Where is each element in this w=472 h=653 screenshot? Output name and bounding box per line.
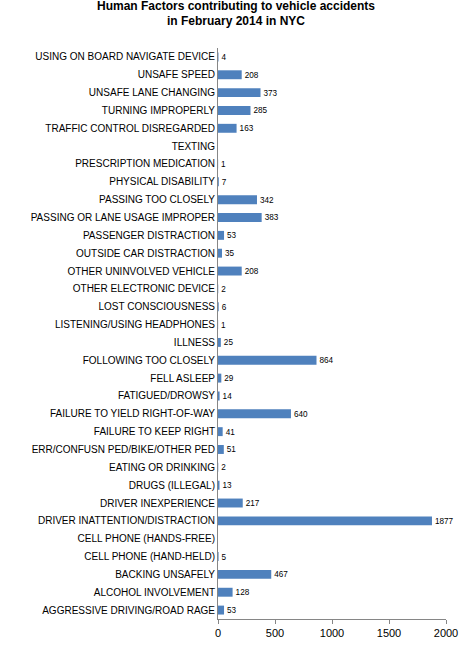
svg-text:2: 2: [221, 463, 226, 472]
svg-text:FAILURE TO KEEP RIGHT: FAILURE TO KEEP RIGHT: [94, 426, 215, 437]
svg-text:2000: 2000: [434, 627, 458, 639]
svg-text:373: 373: [264, 89, 278, 98]
svg-text:BACKING UNSAFELY: BACKING UNSAFELY: [115, 569, 215, 580]
svg-text:7: 7: [222, 178, 227, 187]
svg-text:ALCOHOL INVOLVEMENT: ALCOHOL INVOLVEMENT: [94, 587, 215, 598]
svg-text:PASSENGER DISTRACTION: PASSENGER DISTRACTION: [83, 230, 215, 241]
svg-text:5: 5: [222, 553, 227, 562]
svg-text:500: 500: [266, 627, 284, 639]
svg-text:DRIVER INEXPERIENCE: DRIVER INEXPERIENCE: [100, 498, 215, 509]
svg-text:128: 128: [236, 588, 250, 597]
svg-text:29: 29: [224, 374, 234, 383]
svg-text:467: 467: [274, 570, 288, 579]
svg-text:TEXTING: TEXTING: [172, 141, 216, 152]
svg-text:USING ON BOARD NAVIGATE DEVICE: USING ON BOARD NAVIGATE DEVICE: [35, 51, 215, 62]
svg-text:CELL PHONE (HANDS-FREE): CELL PHONE (HANDS-FREE): [78, 533, 215, 544]
svg-text:FATIGUED/DROWSY: FATIGUED/DROWSY: [118, 390, 215, 401]
svg-text:LISTENING/USING HEADPHONES: LISTENING/USING HEADPHONES: [55, 319, 215, 330]
svg-text:864: 864: [320, 356, 334, 365]
svg-text:EATING OR DRINKING: EATING OR DRINKING: [109, 462, 215, 473]
svg-text:FELL ASLEEP: FELL ASLEEP: [150, 373, 215, 384]
svg-text:ERR/CONFUSN PED/BIKE/OTHER PED: ERR/CONFUSN PED/BIKE/OTHER PED: [32, 444, 215, 455]
svg-text:UNSAFE SPEED: UNSAFE SPEED: [138, 69, 215, 80]
svg-text:383: 383: [265, 213, 279, 222]
svg-text:1500: 1500: [377, 627, 401, 639]
svg-text:6: 6: [222, 303, 227, 312]
svg-text:342: 342: [260, 196, 274, 205]
svg-text:PASSING OR LANE USAGE IMPROPER: PASSING OR LANE USAGE IMPROPER: [31, 212, 215, 223]
svg-text:2: 2: [221, 285, 226, 294]
svg-text:TRAFFIC CONTROL DISREGARDED: TRAFFIC CONTROL DISREGARDED: [45, 123, 215, 134]
svg-text:1: 1: [221, 321, 226, 330]
svg-text:0: 0: [215, 627, 221, 639]
svg-text:1: 1: [221, 160, 226, 169]
svg-text:163: 163: [240, 124, 254, 133]
svg-text:4: 4: [221, 53, 226, 62]
svg-text:1877: 1877: [435, 517, 454, 526]
svg-text:AGGRESSIVE DRIVING/ROAD RAGE: AGGRESSIVE DRIVING/ROAD RAGE: [42, 605, 215, 616]
svg-text:14: 14: [223, 392, 233, 401]
svg-text:35: 35: [225, 249, 235, 258]
svg-text:53: 53: [227, 606, 237, 615]
svg-text:OTHER ELECTRONIC DEVICE: OTHER ELECTRONIC DEVICE: [73, 283, 216, 294]
svg-text:217: 217: [246, 499, 260, 508]
svg-text:285: 285: [254, 106, 268, 115]
svg-text:PHYSICAL DISABILITY: PHYSICAL DISABILITY: [109, 176, 215, 187]
svg-text:1000: 1000: [320, 627, 344, 639]
svg-text:53: 53: [227, 231, 237, 240]
svg-text:208: 208: [245, 71, 259, 80]
svg-text:OUTSIDE CAR DISTRACTION: OUTSIDE CAR DISTRACTION: [76, 248, 215, 259]
svg-text:Human Factors contributing to: Human Factors contributing to vehicle ac…: [97, 0, 375, 28]
svg-text:DRUGS (ILLEGAL): DRUGS (ILLEGAL): [129, 480, 215, 491]
svg-text:LOST CONSCIOUSNESS: LOST CONSCIOUSNESS: [98, 301, 215, 312]
svg-text:208: 208: [245, 267, 259, 276]
svg-text:51: 51: [227, 445, 237, 454]
svg-text:TURNING IMPROPERLY: TURNING IMPROPERLY: [102, 105, 215, 116]
svg-text:13: 13: [222, 481, 232, 490]
svg-text:CELL PHONE (HAND-HELD): CELL PHONE (HAND-HELD): [84, 551, 215, 562]
svg-text:41: 41: [226, 428, 236, 437]
svg-text:PASSING TOO CLOSELY: PASSING TOO CLOSELY: [99, 194, 215, 205]
svg-text:FOLLOWING TOO CLOSELY: FOLLOWING TOO CLOSELY: [83, 355, 216, 366]
svg-text:UNSAFE LANE CHANGING: UNSAFE LANE CHANGING: [89, 87, 215, 98]
svg-text:640: 640: [294, 410, 308, 419]
svg-text:ILLNESS: ILLNESS: [174, 337, 215, 348]
svg-text:DRIVER INATTENTION/DISTRACTION: DRIVER INATTENTION/DISTRACTION: [38, 515, 215, 526]
svg-text:PRESCRIPTION MEDICATION: PRESCRIPTION MEDICATION: [75, 158, 215, 169]
svg-text:OTHER UNINVOLVED VEHICLE: OTHER UNINVOLVED VEHICLE: [67, 266, 215, 277]
svg-text:25: 25: [224, 338, 234, 347]
svg-text:FAILURE TO YIELD RIGHT-OF-WAY: FAILURE TO YIELD RIGHT-OF-WAY: [50, 408, 215, 419]
